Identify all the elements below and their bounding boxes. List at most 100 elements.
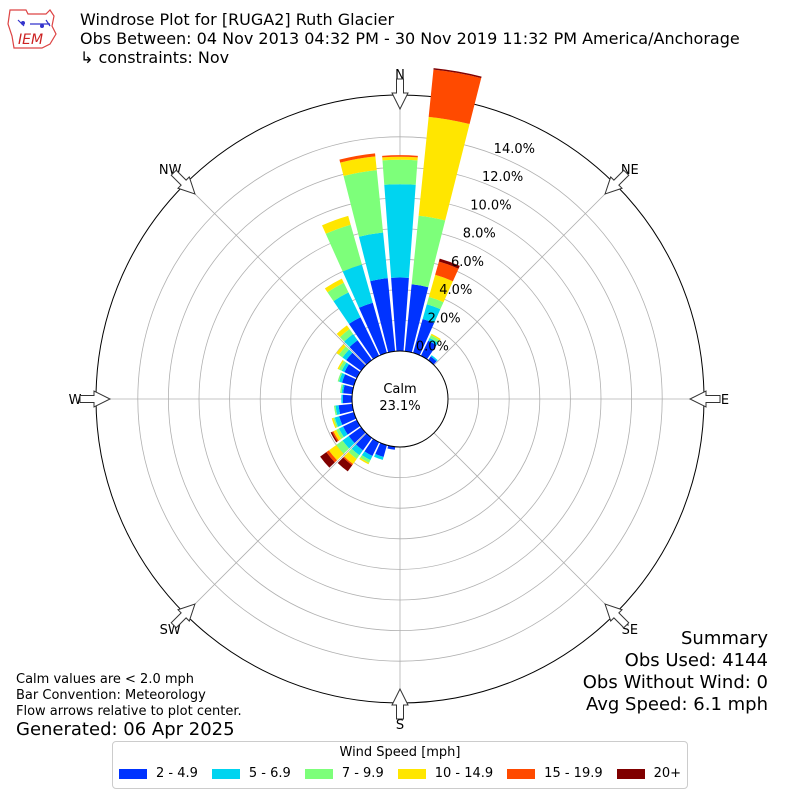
legend: Wind Speed [mph] 2 - 4.9 5 - 6.9 7 - 9.9 10… [112, 741, 688, 789]
windrose-bar-segment [331, 431, 339, 442]
windrose-bar-segment [341, 362, 349, 373]
windrose-bar-segment [340, 156, 377, 176]
legend-label: 5 - 6.9 [248, 766, 291, 781]
windrose-bar-segment [382, 156, 418, 161]
windrose-bar-segment [336, 325, 350, 338]
windrose-bar-segment [430, 355, 438, 362]
legend-swatch [507, 768, 536, 779]
flow-arrow-icon [391, 78, 409, 111]
generated-date: Generated: 06 Apr 2025 [16, 719, 235, 740]
flow-arrow-icon [170, 169, 196, 195]
windrose-bar-segment [349, 340, 372, 365]
windrose-bar-segment [342, 349, 353, 361]
windrose-bar-segment [341, 394, 343, 404]
windrose-bar-segment [428, 69, 482, 125]
svg-text:IEM: IEM [18, 32, 43, 48]
radial-tick-label: 4.0% [439, 283, 472, 298]
legend-swatch [119, 768, 147, 779]
legend-label: 2 - 4.9 [156, 766, 198, 781]
windrose-bar-segment [343, 170, 384, 237]
windrose-bar-segment [404, 284, 429, 353]
chart-title-block: Windrose Plot for [RUGA2] Ruth Glacier O… [80, 10, 740, 67]
windrose-bar-segment [384, 184, 416, 278]
windrose-bar-segment [430, 333, 441, 341]
radial-gridline [184, 183, 367, 366]
direction-label: W [69, 393, 82, 408]
note-calm: Calm values are < 2.0 mph [16, 672, 195, 687]
windrose-bar-segment [333, 292, 361, 324]
windrose-bar-segment [344, 334, 358, 348]
windrose-bar-segment [370, 278, 396, 353]
flow-arrow-icon [604, 169, 630, 195]
radial-tick-label: 14.0% [494, 142, 535, 157]
legend-label: 15 - 19.9 [544, 766, 603, 781]
ring-gridline [137, 136, 663, 662]
windrose-bar-segment [420, 340, 437, 360]
windrose-bar-segment [341, 384, 345, 394]
windrose-bar-segment [428, 274, 453, 303]
windrose-bar-segment [361, 451, 373, 461]
legend-swatch [397, 768, 426, 779]
arrow-shape [391, 78, 409, 111]
windrose-bar-segment [428, 337, 439, 346]
windrose-bar-segment [339, 373, 346, 383]
windrose-bar-segment [343, 419, 361, 435]
windrose-bar-segment [342, 374, 357, 386]
constraints: ↳ constraints: Nov [80, 48, 230, 67]
windrose-bar-segment [334, 416, 343, 427]
calm-value: 23.1% [379, 399, 421, 414]
flow-arrow-icon [604, 603, 630, 629]
flow-arrow-icon [79, 390, 112, 408]
obs-range: Obs Between: 04 Nov 2013 04:32 PM - 30 N… [80, 29, 740, 48]
flow-arrow-icon [688, 390, 721, 408]
arrow-shape [79, 390, 112, 408]
calm-circle [351, 350, 449, 448]
windrose-bar-segment [338, 346, 350, 358]
arrow-shape [604, 169, 630, 195]
windrose-bar-segment [391, 277, 409, 352]
windrose-bar-segment [344, 364, 361, 379]
radial-tick-label: 10.0% [470, 198, 511, 213]
windrose-bar-segment [331, 417, 337, 429]
windrose-bar-segment [336, 428, 344, 439]
windrose-bar-segment [325, 224, 362, 272]
windrose-bar-segment [428, 356, 437, 365]
windrose-bar-segment [335, 405, 341, 415]
windrose-bar-segment [330, 431, 338, 443]
radial-gridline [184, 432, 367, 615]
windrose-bar-segment [337, 359, 344, 370]
legend-item: 7 - 9.9 [304, 766, 384, 781]
legend-item: 2 - 4.9 [119, 766, 198, 781]
calm-label: Calm [383, 382, 417, 397]
arrow-shape [604, 603, 630, 629]
radial-tick-label: 6.0% [451, 255, 484, 270]
windrose-bar-segment [382, 159, 418, 185]
legend-label: 7 - 9.9 [341, 766, 384, 781]
chart-overlay: 0.0%2.0%4.0%6.0%8.0%10.0%12.0%14.0%NNEES… [69, 68, 730, 733]
windrose-bar-segment [375, 442, 387, 457]
windrose-bar-segment [321, 215, 351, 234]
windrose-bar-segment [338, 426, 348, 438]
windrose-bar-segment [337, 457, 353, 472]
arrow-shape [170, 603, 196, 629]
windrose-bar-segment [382, 155, 418, 158]
windrose-bar-segment [339, 412, 357, 425]
summary-obs-without-wind: Obs Without Wind: 0 [582, 672, 768, 693]
windrose-bar-segment [360, 455, 371, 463]
chart-title: Windrose Plot for [RUGA2] Ruth Glacier [80, 10, 395, 29]
windrose-bar-segment [429, 335, 440, 343]
legend-swatch [616, 768, 645, 779]
windrose-bar-segment [333, 429, 342, 441]
legend-items: 2 - 4.9 5 - 6.9 7 - 9.9 10 - 14.9 15 - 19.9 2… [119, 766, 681, 781]
legend-item: 10 - 14.9 [397, 766, 493, 781]
radial-gridline [433, 183, 616, 366]
windrose-bar-segment [333, 417, 339, 428]
windrose-bar-segment [343, 456, 354, 466]
windrose-bar-segment [324, 278, 344, 293]
direction-label: E [721, 393, 729, 408]
radial-tick-label: 12.0% [482, 170, 523, 185]
legend-item: 15 - 19.9 [507, 766, 603, 781]
windrose-bar-segment [337, 372, 343, 382]
direction-label: N [395, 68, 405, 83]
